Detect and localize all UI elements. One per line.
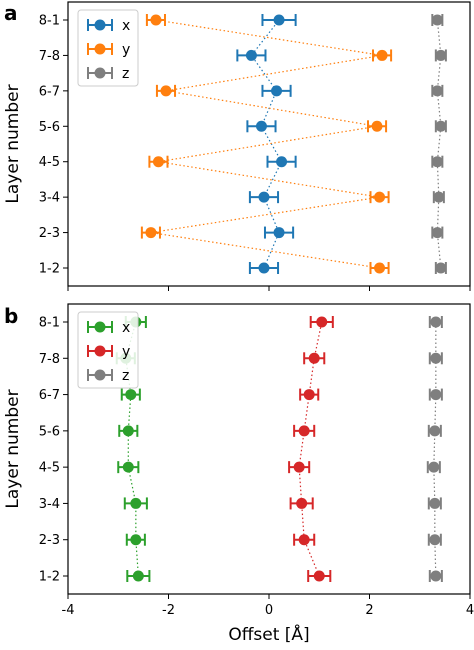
legend-swatch-marker	[94, 321, 106, 333]
y-tick-label: 1-2	[39, 262, 60, 277]
data-point-x	[130, 534, 142, 546]
y-tick-label: 4-5	[39, 461, 60, 476]
data-point-z	[430, 352, 442, 364]
y-axis-label: Layer number	[3, 84, 23, 203]
series-line-x	[250, 19, 283, 269]
data-point-y	[298, 534, 310, 546]
legend-label-x: x	[122, 18, 130, 34]
legend-label-x: x	[122, 320, 130, 336]
data-point-z	[431, 14, 443, 26]
data-point-z	[428, 461, 440, 473]
data-point-x	[125, 389, 137, 401]
y-tick-label: 7-8	[39, 49, 60, 64]
legend-label-y: y	[122, 344, 130, 360]
legend-swatch-marker	[94, 67, 106, 79]
data-point-x	[132, 570, 144, 582]
y-tick-label: 2-3	[39, 533, 60, 548]
data-point-y	[293, 461, 305, 473]
data-point-x	[258, 191, 270, 203]
data-point-z	[429, 534, 441, 546]
y-tick-label: 4-5	[39, 155, 60, 170]
data-point-y	[160, 85, 172, 97]
data-point-z	[429, 425, 441, 437]
y-tick-label: 2-3	[39, 226, 60, 241]
y-tick-label: 3-4	[39, 497, 60, 512]
data-point-y	[145, 227, 157, 239]
legend-label-z: z	[122, 66, 129, 82]
y-tick-label: 7-8	[39, 352, 60, 367]
panel-label: a	[4, 1, 18, 25]
data-point-x	[255, 120, 267, 132]
data-point-y	[296, 497, 308, 509]
data-point-y	[303, 389, 315, 401]
data-point-x	[122, 425, 134, 437]
x-tick-label: 2	[365, 603, 373, 618]
data-point-y	[152, 156, 164, 168]
y-tick-label: 8-1	[39, 14, 60, 29]
data-point-x	[245, 49, 257, 61]
x-tick-label: 0	[265, 603, 273, 618]
series-line-z	[436, 19, 442, 269]
legend-label-y: y	[122, 42, 130, 58]
y-tick-label: 5-6	[39, 120, 60, 135]
data-point-z	[430, 570, 442, 582]
legend-swatch-marker	[94, 369, 106, 381]
legend-swatch-marker	[94, 43, 106, 55]
data-point-z	[435, 262, 447, 274]
x-tick-label: -4	[62, 603, 75, 618]
series-line-y	[298, 321, 323, 577]
data-point-x	[276, 156, 288, 168]
data-point-y	[150, 14, 162, 26]
legend-label-z: z	[122, 368, 129, 384]
y-tick-label: 6-7	[39, 84, 60, 99]
data-point-y	[371, 120, 383, 132]
series-line-y	[150, 19, 383, 269]
data-point-z	[433, 191, 445, 203]
data-point-z	[435, 120, 447, 132]
data-point-x	[273, 227, 285, 239]
data-point-y	[308, 352, 320, 364]
data-point-z	[435, 49, 447, 61]
data-point-x	[271, 85, 283, 97]
y-tick-label: 8-1	[39, 316, 60, 331]
legend-swatch-marker	[94, 19, 106, 31]
data-point-y	[374, 191, 386, 203]
y-tick-label: 6-7	[39, 388, 60, 403]
data-point-y	[374, 262, 386, 274]
data-point-z	[431, 156, 443, 168]
data-point-y	[298, 425, 310, 437]
data-point-x	[273, 14, 285, 26]
data-point-z	[431, 227, 443, 239]
data-point-y	[313, 570, 325, 582]
data-point-z	[429, 497, 441, 509]
y-tick-label: 3-4	[39, 191, 60, 206]
y-axis-label: Layer number	[3, 389, 23, 508]
data-point-x	[258, 262, 270, 274]
legend-swatch-marker	[94, 345, 106, 357]
data-point-z	[430, 316, 442, 328]
x-axis-label: Offset [Å]	[228, 623, 309, 645]
y-tick-label: 1-2	[39, 570, 60, 585]
x-tick-label: 4	[466, 603, 474, 618]
data-point-z	[430, 389, 442, 401]
y-tick-label: 5-6	[39, 424, 60, 439]
x-tick-label: -2	[162, 603, 175, 618]
data-point-y	[316, 316, 328, 328]
panel-label: b	[4, 304, 18, 328]
data-point-x	[130, 497, 142, 509]
data-point-x	[122, 461, 134, 473]
data-point-y	[376, 49, 388, 61]
data-point-z	[431, 85, 443, 97]
